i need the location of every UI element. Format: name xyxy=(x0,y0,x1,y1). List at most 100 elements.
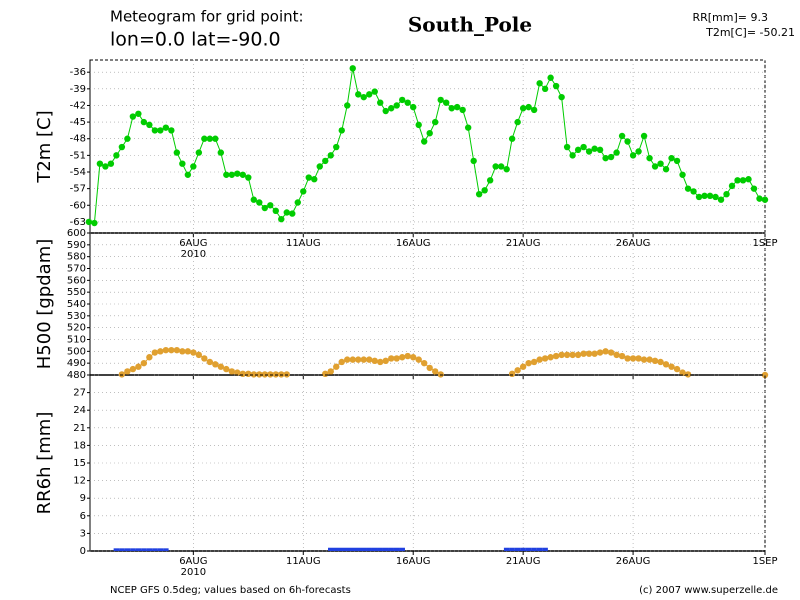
data-point xyxy=(349,65,356,72)
data-point xyxy=(399,354,406,361)
x-tick-label: 11AUG xyxy=(286,238,321,249)
data-point xyxy=(223,365,230,373)
year-label: 2010 xyxy=(181,567,206,578)
y-tick-label: 590 xyxy=(67,240,86,251)
y-tick-label: 21 xyxy=(73,423,86,434)
data-point xyxy=(552,352,560,360)
data-point xyxy=(283,209,290,216)
bar xyxy=(382,547,389,551)
data-point xyxy=(107,160,115,167)
y-tick-label: -36 xyxy=(70,67,86,78)
data-point xyxy=(464,124,472,131)
data-point xyxy=(118,371,126,378)
y-tick-label: 490 xyxy=(67,358,86,369)
data-point xyxy=(146,354,153,361)
x-tick-label: 6AUG xyxy=(179,556,207,567)
data-point xyxy=(519,363,527,370)
data-point xyxy=(613,351,620,359)
data-point xyxy=(530,106,538,114)
data-point xyxy=(140,118,148,126)
bar xyxy=(377,547,383,551)
data-point xyxy=(256,199,263,206)
data-point xyxy=(421,138,428,145)
data-point xyxy=(404,99,411,106)
data-point xyxy=(728,182,736,190)
title-line1: Meteogram for grid point: xyxy=(110,8,304,26)
data-point xyxy=(179,348,186,355)
y-axis-label: H500 [gpdam] xyxy=(34,239,55,370)
data-point xyxy=(756,195,763,202)
data-point xyxy=(245,370,252,378)
data-point xyxy=(437,371,444,378)
x-tick-label: 16AUG xyxy=(396,238,431,249)
y-tick-label: 6 xyxy=(80,511,86,522)
data-point xyxy=(366,91,373,98)
y-tick-label: 0 xyxy=(80,546,86,557)
data-point xyxy=(377,358,384,366)
data-point xyxy=(333,363,340,370)
data-point xyxy=(234,170,241,177)
data-point xyxy=(140,359,148,367)
data-point xyxy=(635,148,642,155)
bar xyxy=(141,548,147,551)
data-point xyxy=(228,171,236,178)
data-point xyxy=(706,192,714,200)
data-point xyxy=(541,85,549,93)
data-point xyxy=(371,357,378,364)
data-point xyxy=(228,368,236,375)
data-point xyxy=(679,171,686,178)
data-point xyxy=(508,135,516,142)
data-point xyxy=(514,367,521,374)
data-point xyxy=(459,106,466,114)
data-point xyxy=(135,363,142,370)
data-point xyxy=(695,193,703,201)
y-tick-label: -39 xyxy=(70,84,86,95)
data-point xyxy=(239,370,247,378)
bar xyxy=(124,548,131,551)
y-tick-label: 580 xyxy=(67,252,86,263)
data-point xyxy=(382,107,389,115)
y-tick-label: 9 xyxy=(80,493,86,504)
data-point xyxy=(195,351,203,359)
y-tick-label: 480 xyxy=(67,370,86,381)
data-point xyxy=(360,93,367,101)
data-point xyxy=(635,355,642,362)
data-point xyxy=(223,171,230,178)
data-point xyxy=(415,356,422,363)
data-point xyxy=(596,146,604,154)
y-tick-label: 530 xyxy=(67,311,86,322)
data-point xyxy=(234,369,241,376)
data-point xyxy=(750,185,758,192)
data-point xyxy=(585,148,593,155)
data-point xyxy=(558,93,565,101)
data-point xyxy=(168,346,175,354)
bar xyxy=(163,548,169,551)
data-point xyxy=(745,176,752,183)
data-point xyxy=(184,348,192,355)
data-point xyxy=(118,143,126,151)
y-tick-label: 560 xyxy=(67,275,86,286)
data-point xyxy=(508,370,516,378)
data-point xyxy=(717,196,725,203)
bar xyxy=(520,547,526,551)
data-point xyxy=(668,363,675,370)
bar xyxy=(146,548,153,551)
data-point xyxy=(212,361,219,368)
data-point xyxy=(662,166,670,173)
data-point xyxy=(591,145,598,152)
data-point xyxy=(624,138,631,145)
y-tick-label: -42 xyxy=(70,100,86,111)
data-point xyxy=(734,177,741,184)
data-point xyxy=(250,371,258,378)
data-point xyxy=(151,127,159,134)
data-point xyxy=(201,135,208,142)
data-point xyxy=(662,361,670,368)
data-point xyxy=(388,105,395,112)
y-tick-label: 520 xyxy=(67,323,86,334)
data-point xyxy=(102,163,109,170)
data-point xyxy=(316,163,323,170)
data-point xyxy=(239,171,247,178)
data-point xyxy=(322,370,329,378)
data-point xyxy=(574,351,582,359)
